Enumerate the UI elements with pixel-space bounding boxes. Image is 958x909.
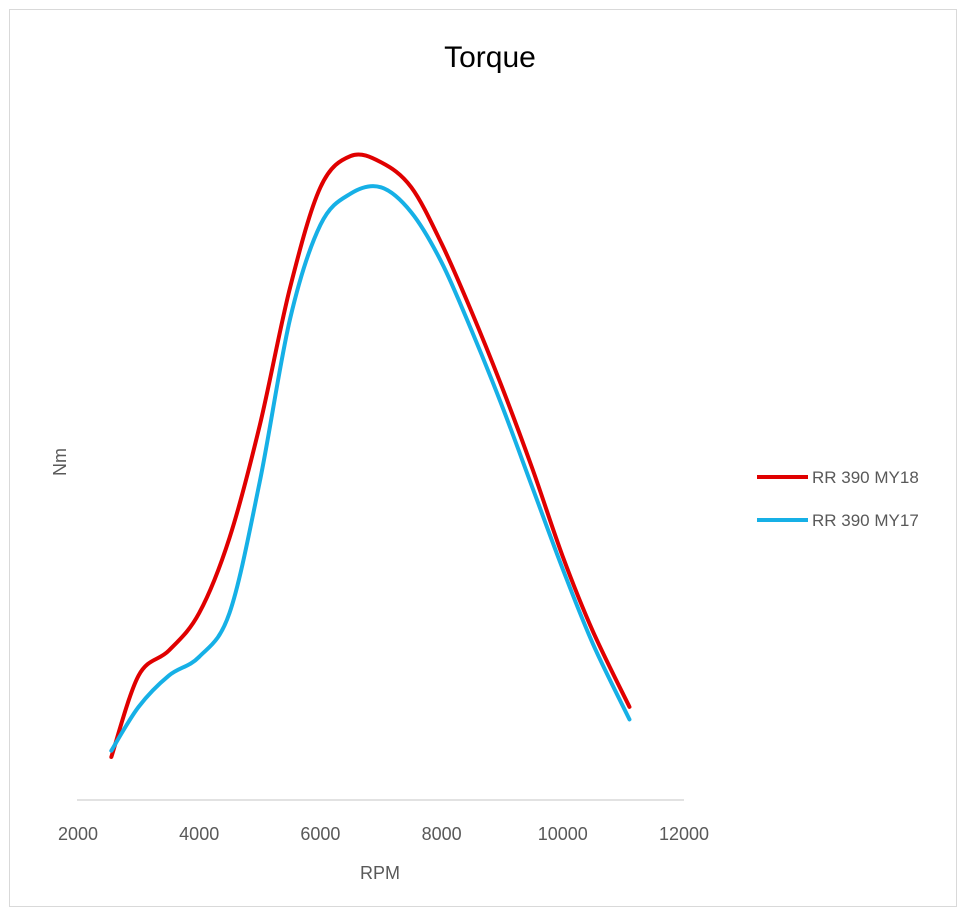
legend: RR 390 MY18 RR 390 MY17 bbox=[757, 468, 919, 530]
legend-item: RR 390 MY18 bbox=[757, 468, 919, 487]
y-axis-label: Nm bbox=[50, 448, 70, 476]
x-tick-label: 6000 bbox=[300, 824, 340, 844]
x-tick-labels: 2000 4000 6000 8000 10000 12000 bbox=[58, 824, 709, 844]
x-tick-label: 4000 bbox=[179, 824, 219, 844]
chart-title: Torque bbox=[444, 41, 536, 74]
legend-item: RR 390 MY17 bbox=[757, 511, 919, 530]
series-line-my18 bbox=[109, 152, 632, 759]
chart-frame bbox=[9, 9, 957, 907]
legend-label: RR 390 MY18 bbox=[812, 468, 919, 487]
x-tick-label: 10000 bbox=[538, 824, 588, 844]
legend-label: RR 390 MY17 bbox=[812, 511, 919, 530]
x-axis-label: RPM bbox=[360, 863, 400, 883]
x-tick-label: 8000 bbox=[422, 824, 462, 844]
series-lines bbox=[109, 152, 632, 759]
x-tick-label: 2000 bbox=[58, 824, 98, 844]
x-tick-label: 12000 bbox=[659, 824, 709, 844]
series-line-my17 bbox=[109, 184, 632, 753]
